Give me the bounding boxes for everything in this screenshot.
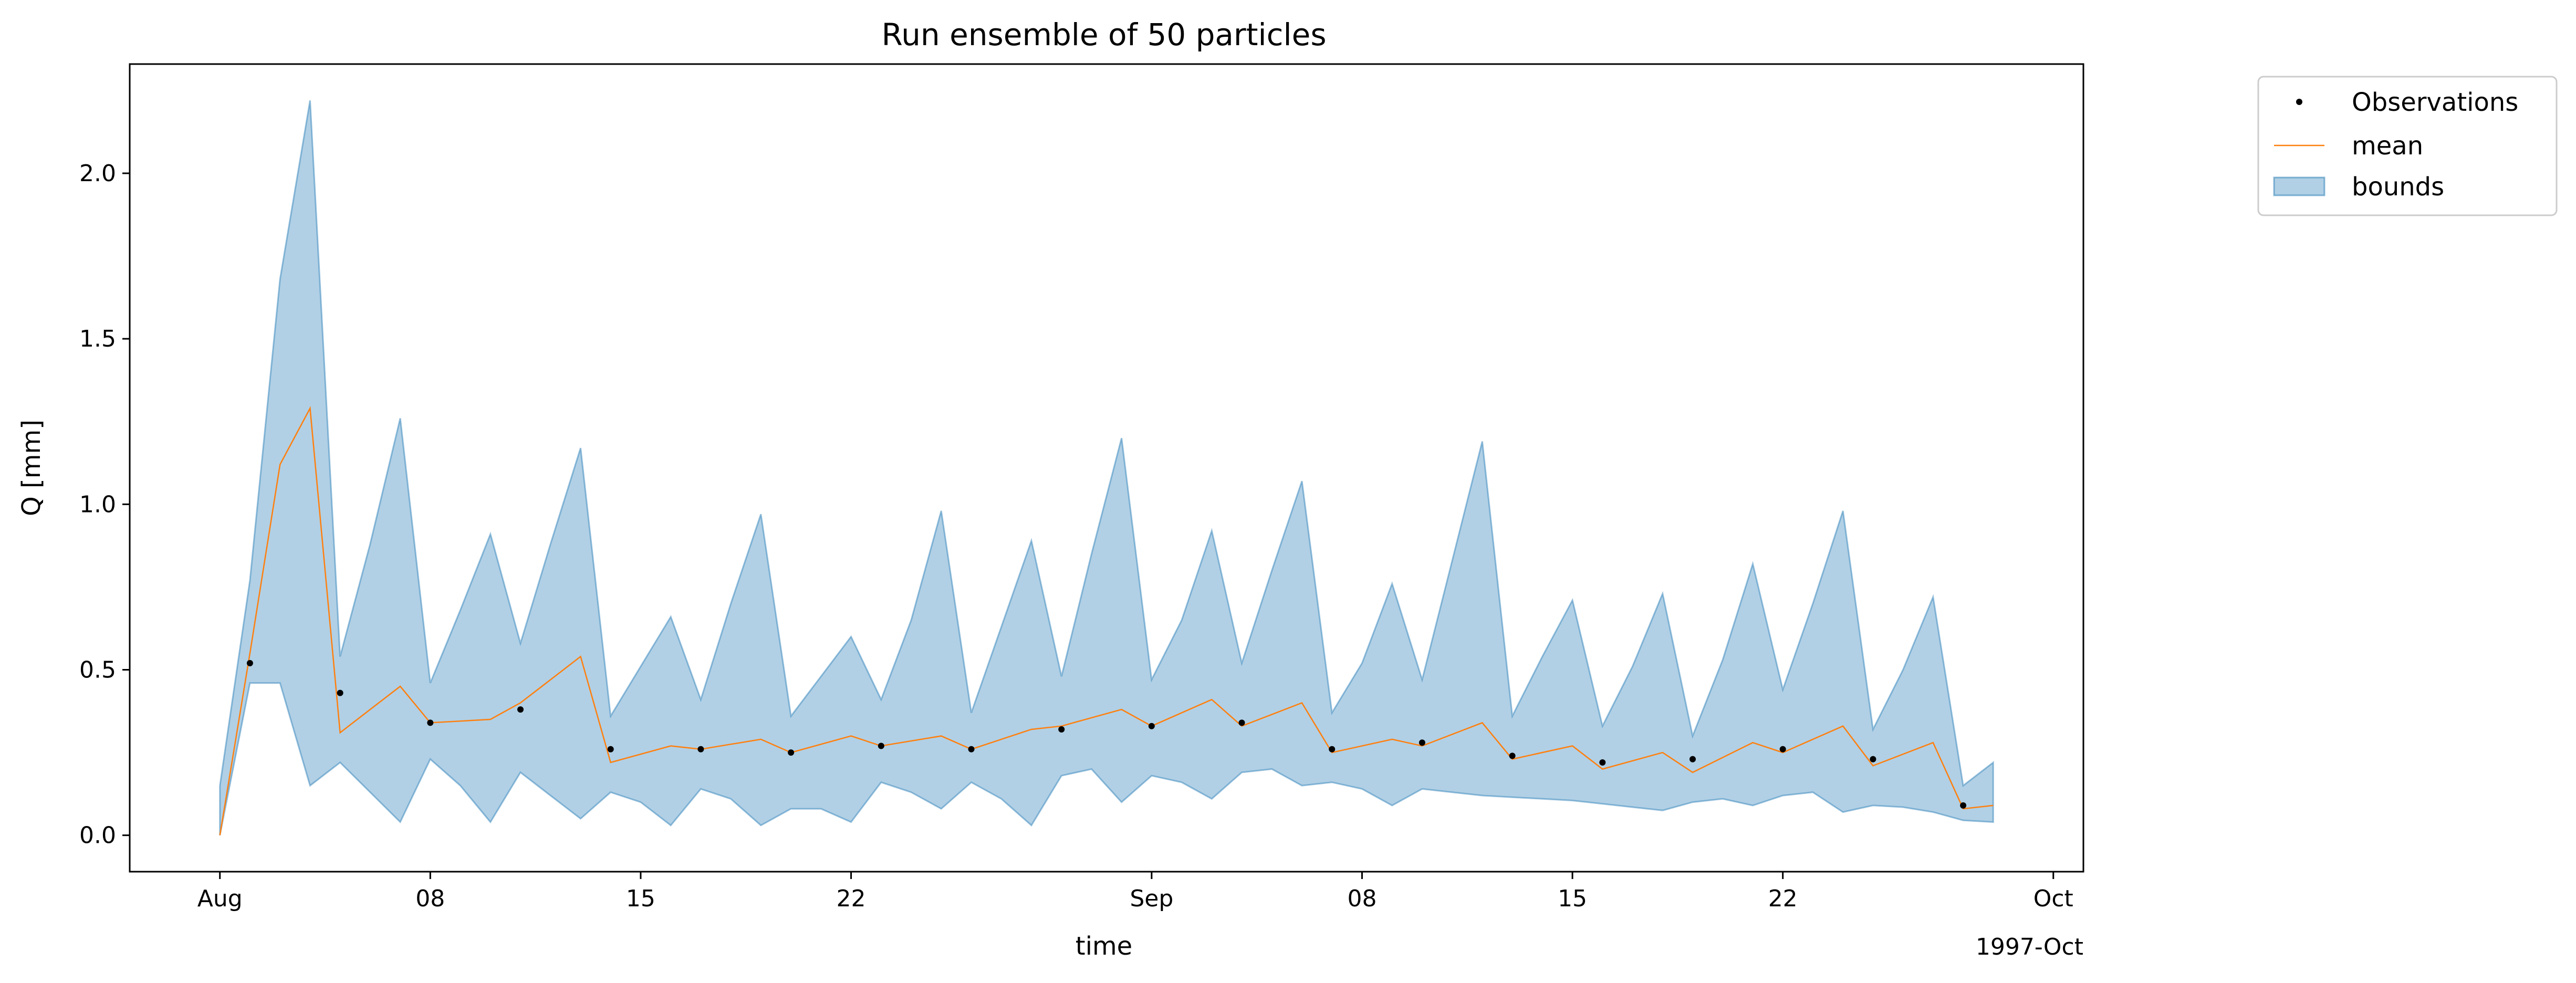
x-tick-label: Oct xyxy=(2033,885,2073,912)
observation-point xyxy=(517,706,524,713)
y-tick-label: 0.0 xyxy=(79,822,116,849)
legend-frame xyxy=(2257,76,2558,216)
x-tick-label: 08 xyxy=(415,885,445,912)
legend-bounds-swatch xyxy=(2273,176,2325,196)
axes-frame xyxy=(129,63,2084,873)
observations-series xyxy=(246,660,1967,809)
observation-point xyxy=(1779,746,1786,752)
observation-point xyxy=(1148,723,1155,729)
legend-observations-label: Observations xyxy=(2352,88,2518,117)
observation-point xyxy=(1058,726,1065,733)
x-axis: Aug 08 15 22 Sep 08 15 22 Oct xyxy=(197,872,2073,912)
chart-title: Run ensemble of 50 particles xyxy=(881,17,1326,53)
legend-observations-marker xyxy=(2296,99,2302,105)
observation-point xyxy=(1689,756,1696,762)
observation-point xyxy=(427,719,434,726)
legend: Observations mean bounds xyxy=(2257,76,2558,216)
plot-area xyxy=(219,100,1994,835)
observation-point xyxy=(607,746,614,752)
x-offset-label: 1997-Oct xyxy=(1976,934,2083,960)
observation-point xyxy=(697,746,704,752)
observation-point xyxy=(1960,802,1967,809)
observation-point xyxy=(1509,752,1516,759)
y-axis: 0.0 0.5 1.0 1.5 2.0 xyxy=(79,160,130,849)
legend-bounds-label: bounds xyxy=(2352,172,2444,202)
observation-point xyxy=(1599,759,1606,766)
observation-point xyxy=(878,743,884,749)
x-tick-label: Aug xyxy=(197,885,243,912)
x-tick-label: 15 xyxy=(626,885,655,912)
bounds-area xyxy=(219,100,1994,835)
y-tick-label: 2.0 xyxy=(79,160,116,187)
observation-point xyxy=(1238,719,1245,726)
y-axis-title: Q [mm] xyxy=(17,420,46,516)
x-tick-label: 22 xyxy=(837,885,866,912)
observation-point xyxy=(1329,746,1336,752)
x-axis-title: time xyxy=(1076,932,1132,961)
observation-point xyxy=(337,689,343,696)
observation-point xyxy=(968,746,975,752)
x-tick-label: 22 xyxy=(1768,885,1798,912)
observation-point xyxy=(1419,739,1425,746)
y-tick-label: 1.5 xyxy=(79,326,116,352)
x-tick-label: Sep xyxy=(1130,885,1173,912)
x-tick-label: 15 xyxy=(1558,885,1587,912)
legend-mean-label: mean xyxy=(2352,131,2423,161)
y-tick-label: 0.5 xyxy=(79,657,116,684)
observation-point xyxy=(1870,756,1876,762)
y-tick-label: 1.0 xyxy=(79,491,116,518)
observation-point xyxy=(788,749,795,756)
x-tick-label: 08 xyxy=(1347,885,1376,912)
observation-point xyxy=(246,660,253,666)
